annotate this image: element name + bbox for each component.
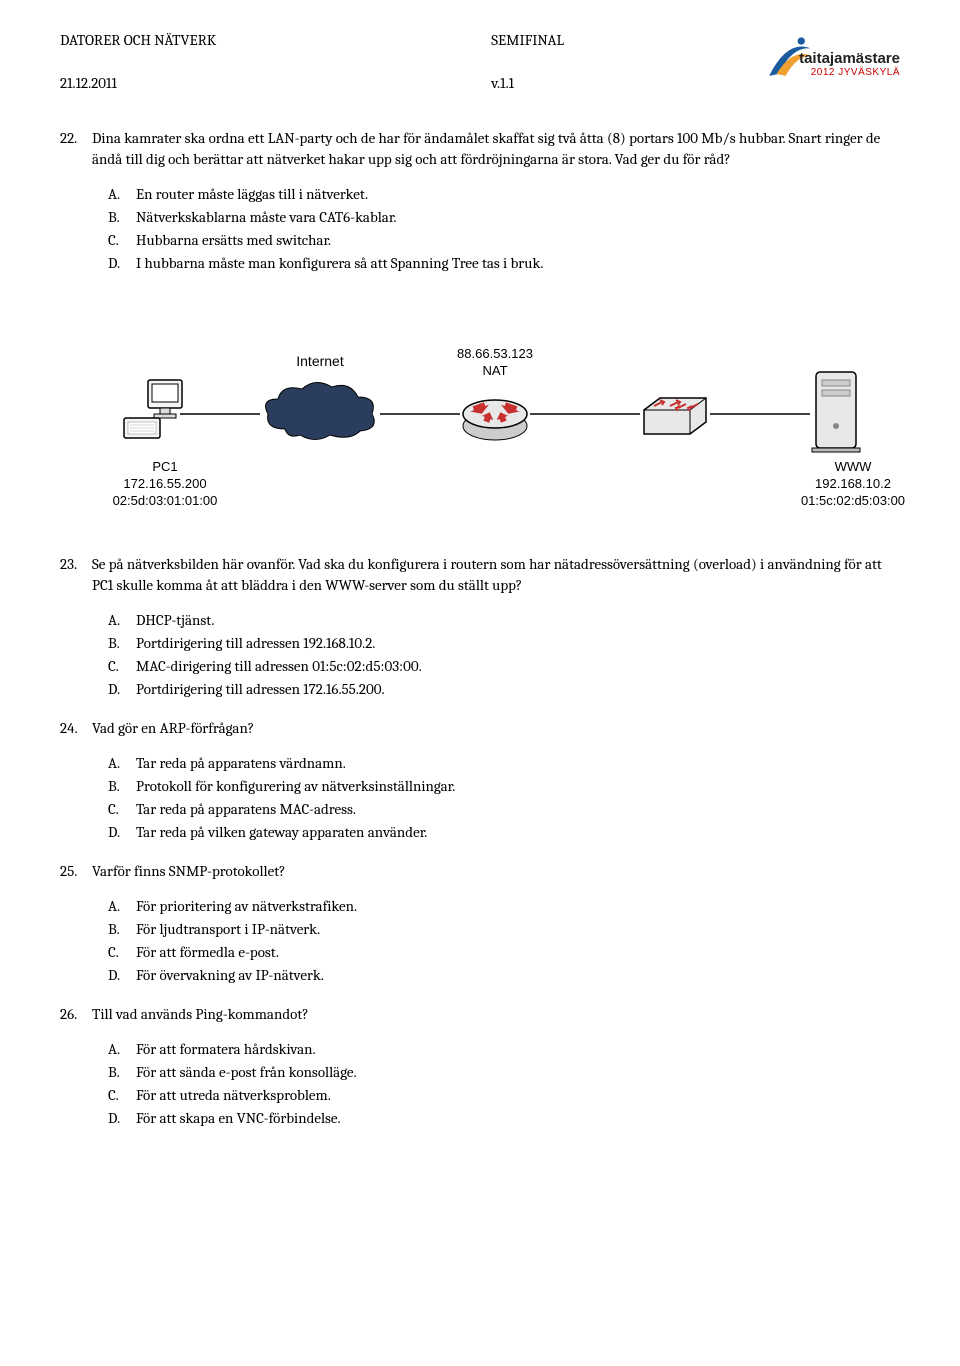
network-diagram: PC1 172.16.55.200 02:5d:03:01:01:00 Inte… <box>100 314 900 514</box>
question-22: 22. Dina kamrater ska ordna ett LAN-part… <box>60 128 900 274</box>
opt-letter: A. <box>108 610 136 631</box>
q24-opt-a: Tar reda på apparatens värdnamn. <box>136 753 346 774</box>
opt-letter: C. <box>108 230 136 251</box>
page-header: DATORER OCH NÄTVERK 21.12.2011 SEMIFINAL… <box>60 30 900 110</box>
q26-opt-b: För att sända e-post från konsolläge. <box>136 1062 357 1083</box>
opt-letter: A. <box>108 184 136 205</box>
nat-labels: 88.66.53.123 NAT <box>440 346 550 380</box>
opt-letter: A. <box>108 1039 136 1060</box>
q22-opt-a: En router måste läggas till i nätverket. <box>136 184 368 205</box>
q22-opt-b: Nätverkskablarna måste vara CAT6-kablar. <box>136 207 396 228</box>
internet-label: Internet <box>280 352 360 372</box>
question-25: 25. Varför finns SNMP-protokollet? A.För… <box>60 861 900 986</box>
pc1-mac: 02:5d:03:01:01:00 <box>100 493 230 510</box>
opt-letter: C. <box>108 656 136 677</box>
opt-letter: D. <box>108 679 136 700</box>
q24-opt-b: Protokoll för konfigurering av nätverksi… <box>136 776 455 797</box>
q25-options: A.För prioritering av nätverkstrafiken. … <box>108 896 900 986</box>
logo-subtext: 2012 JYVÄSKYLÄ <box>811 66 900 80</box>
opt-letter: A. <box>108 753 136 774</box>
router-icon <box>460 386 530 442</box>
www-node <box>810 366 866 461</box>
q23-options: A.DHCP-tjänst. B.Portdirigering till adr… <box>108 610 900 700</box>
nat-router-node <box>460 386 530 447</box>
server-icon <box>810 366 866 456</box>
q25-opt-a: För prioritering av nätverkstrafiken. <box>136 896 357 917</box>
opt-letter: C. <box>108 942 136 963</box>
q25-text: Varför finns SNMP-protokollet? <box>92 861 900 882</box>
q26-text: Till vad används Ping-kommandot? <box>92 1004 900 1025</box>
cloud-icon <box>260 379 380 449</box>
q24-opt-d: Tar reda på vilken gateway apparaten anv… <box>136 822 427 843</box>
opt-letter: C. <box>108 1085 136 1106</box>
header-left: DATORER OCH NÄTVERK 21.12.2011 <box>60 30 491 94</box>
question-26: 26. Till vad används Ping-kommandot? A.F… <box>60 1004 900 1129</box>
header-title-left: DATORER OCH NÄTVERK <box>60 30 491 51</box>
pc1-label: PC1 <box>100 459 230 476</box>
event-logo: taitajamästare 2012 JYVÄSKYLÄ <box>750 30 900 110</box>
q22-text: Dina kamrater ska ordna ett LAN-party oc… <box>92 128 900 170</box>
question-23: 23. Se på nätverksbilden här ovanför. Va… <box>60 554 900 700</box>
question-24: 24. Vad gör en ARP-förfrågan? A.Tar reda… <box>60 718 900 843</box>
q24-text: Vad gör en ARP-förfrågan? <box>92 718 900 739</box>
opt-letter: C. <box>108 799 136 820</box>
nat-ip: 88.66.53.123 <box>440 346 550 363</box>
q26-opt-d: För att skapa en VNC-förbindelse. <box>136 1108 341 1129</box>
www-label: WWW <box>788 459 918 476</box>
internet-node <box>260 379 380 454</box>
switch-icon <box>640 386 710 442</box>
q23-opt-a: DHCP-tjänst. <box>136 610 215 631</box>
switch-node <box>640 386 710 447</box>
q24-number: 24. <box>60 718 92 739</box>
pc-icon <box>120 374 190 444</box>
www-ip: 192.168.10.2 <box>788 476 918 493</box>
q22-options: A.En router måste läggas till i nätverke… <box>108 184 900 274</box>
q23-opt-c: MAC-dirigering till adressen 01:5c:02:d5… <box>136 656 422 677</box>
q25-opt-c: För att förmedla e-post. <box>136 942 279 963</box>
q23-number: 23. <box>60 554 92 596</box>
q26-number: 26. <box>60 1004 92 1025</box>
q24-options: A.Tar reda på apparatens värdnamn. B.Pro… <box>108 753 900 843</box>
opt-letter: B. <box>108 1062 136 1083</box>
header-version: v.1.1 <box>491 73 750 94</box>
pc1-ip: 172.16.55.200 <box>100 476 230 493</box>
q23-opt-b: Portdirigering till adressen 192.168.10.… <box>136 633 375 654</box>
header-title-center: SEMIFINAL <box>491 30 750 51</box>
opt-letter: D. <box>108 822 136 843</box>
www-mac: 01:5c:02:d5:03:00 <box>788 493 918 510</box>
header-center: SEMIFINAL v.1.1 <box>491 30 750 94</box>
q26-opt-a: För att formatera hårdskivan. <box>136 1039 316 1060</box>
www-labels: WWW 192.168.10.2 01:5c:02:d5:03:00 <box>788 459 918 510</box>
q22-number: 22. <box>60 128 92 170</box>
opt-letter: B. <box>108 776 136 797</box>
opt-letter: D. <box>108 965 136 986</box>
q26-opt-c: För att utreda nätverksproblem. <box>136 1085 331 1106</box>
q25-opt-b: För ljudtransport i IP-nätverk. <box>136 919 320 940</box>
opt-letter: B. <box>108 919 136 940</box>
opt-letter: B. <box>108 633 136 654</box>
q22-opt-c: Hubbarna ersätts med switchar. <box>136 230 331 251</box>
header-date: 21.12.2011 <box>60 73 491 94</box>
q23-opt-d: Portdirigering till adressen 172.16.55.2… <box>136 679 385 700</box>
opt-letter: A. <box>108 896 136 917</box>
opt-letter: D. <box>108 253 136 274</box>
q26-options: A.För att formatera hårdskivan. B.För at… <box>108 1039 900 1129</box>
pc1-labels: PC1 172.16.55.200 02:5d:03:01:01:00 <box>100 459 230 510</box>
pc1-node <box>110 374 200 449</box>
opt-letter: B. <box>108 207 136 228</box>
q25-opt-d: För övervakning av IP-nätverk. <box>136 965 324 986</box>
q23-text: Se på nätverksbilden här ovanför. Vad sk… <box>92 554 900 596</box>
nat-label: NAT <box>440 363 550 380</box>
opt-letter: D. <box>108 1108 136 1129</box>
q24-opt-c: Tar reda på apparatens MAC-adress. <box>136 799 356 820</box>
q25-number: 25. <box>60 861 92 882</box>
q22-opt-d: I hubbarna måste man konfigurera så att … <box>136 253 543 274</box>
